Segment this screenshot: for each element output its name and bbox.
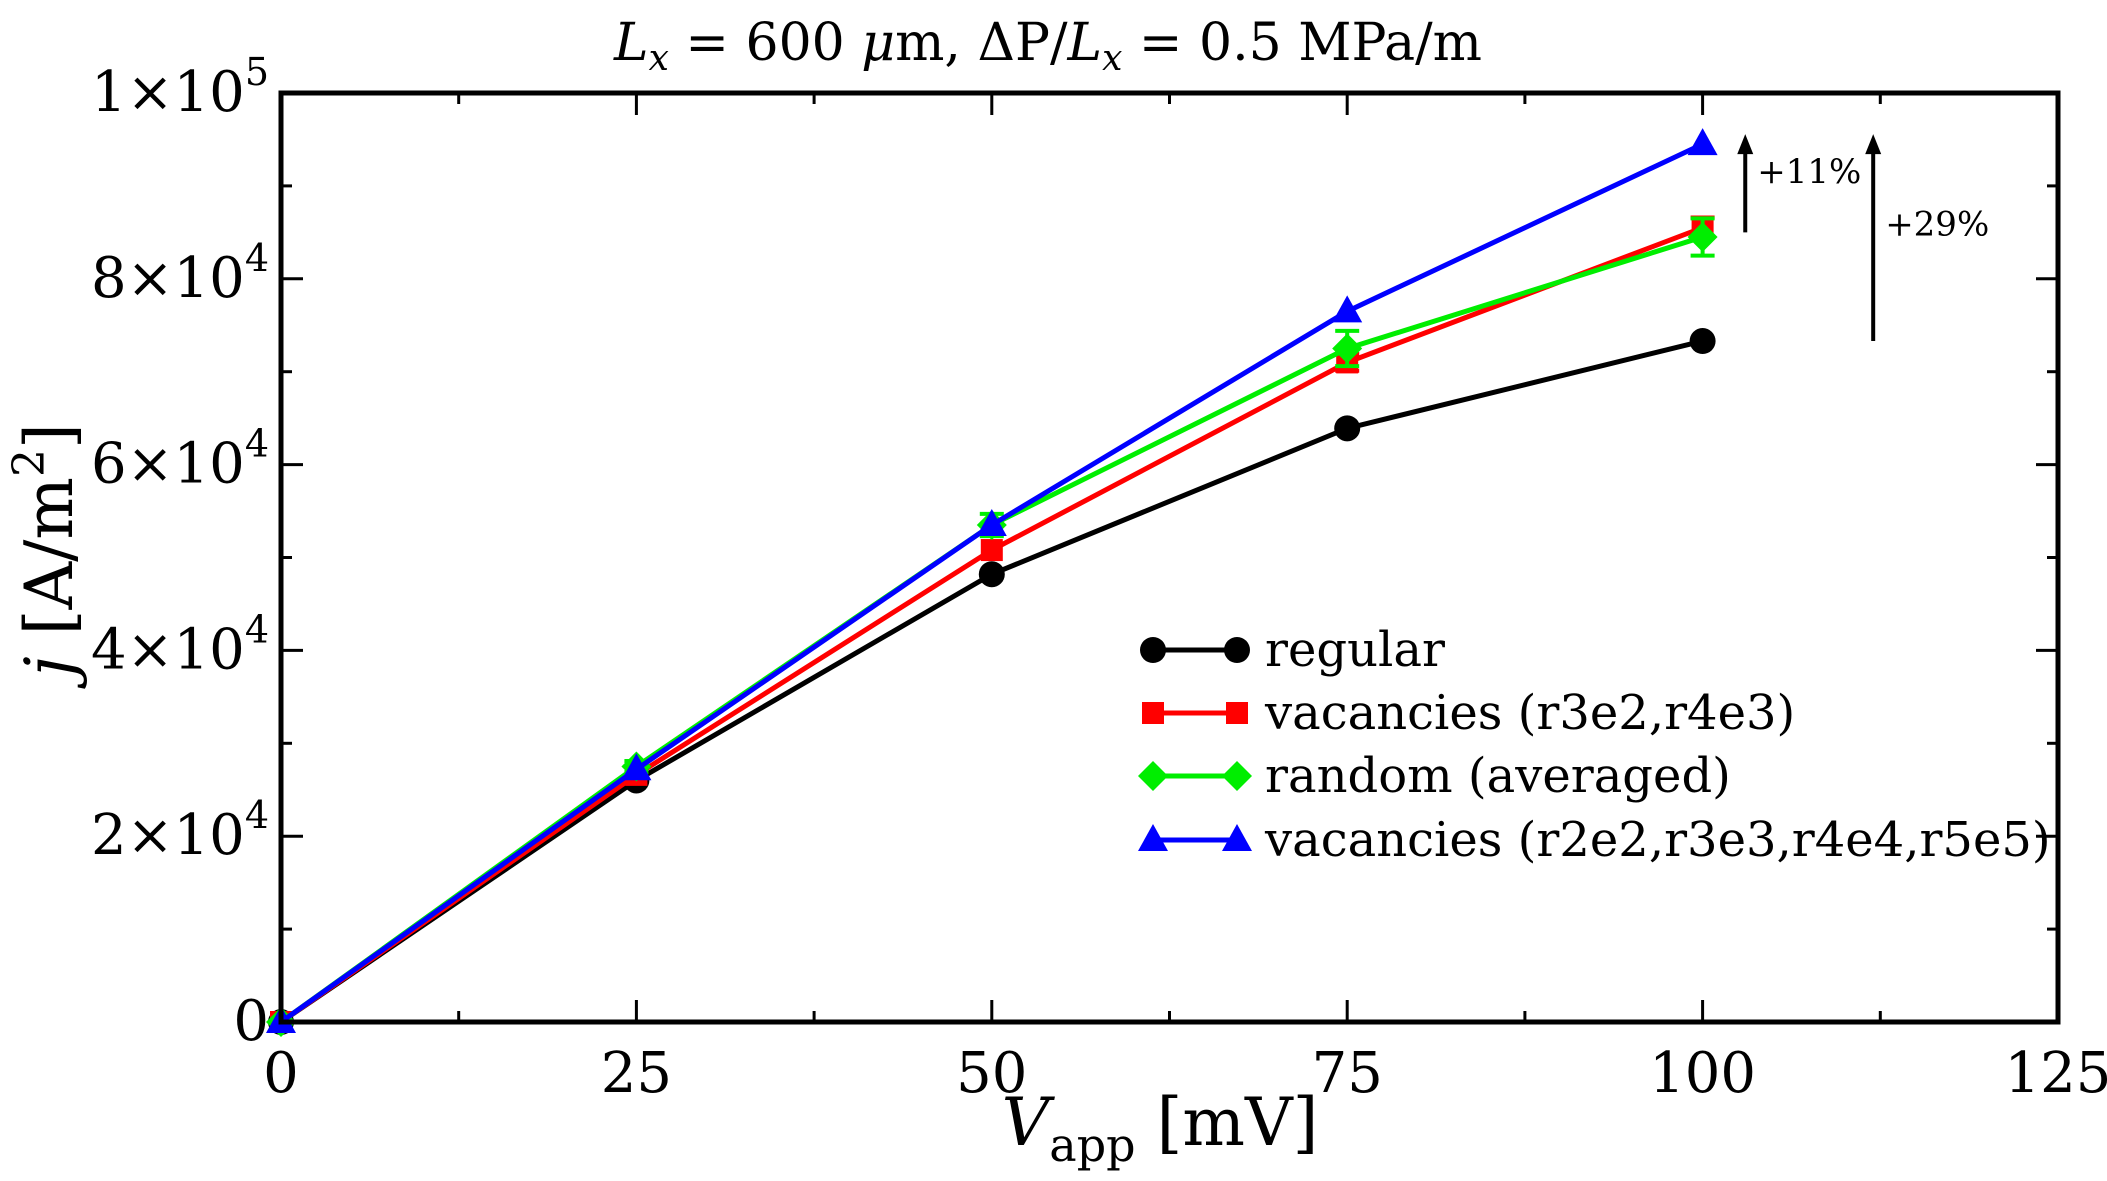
y-tick-label: 4×104: [91, 607, 269, 682]
legend-label: vacancies (r3e2,r4e3): [1264, 685, 1795, 741]
series-line: [279, 234, 1704, 1025]
legend-marker: [1142, 702, 1164, 724]
legend-marker: [1222, 761, 1252, 791]
data-point: [1332, 295, 1363, 323]
y-tick-label: 0: [233, 989, 269, 1054]
legend-marker: [1222, 824, 1252, 851]
series-line: [279, 338, 1704, 1025]
data-point: [980, 539, 1003, 562]
annotation-label: +11%: [1757, 152, 1861, 192]
legend-label: vacancies (r2e2,r3e3,r4e4,r5e5): [1264, 812, 2051, 868]
data-point: [1687, 128, 1718, 156]
series-layer: [266, 128, 1718, 1037]
x-tick-label: 75: [1312, 1041, 1383, 1106]
x-axis-label: Vapp [mV]: [1002, 1084, 1319, 1172]
series-circle: [268, 328, 1716, 1035]
plot-frame: [278, 90, 2061, 1025]
annotation-layer: +11% +29%: [1737, 134, 1989, 342]
x-tick-label: 50: [956, 1041, 1027, 1106]
series-line: [279, 225, 1704, 1025]
x-tick-label: 100: [1649, 1041, 1756, 1106]
series-diamond: [266, 216, 1718, 1037]
data-point: [1332, 333, 1363, 364]
data-point: [978, 561, 1005, 588]
tick-layer: 0 25 50 75 100 125 0 2×104 4×104 6×104 8×104 1×105: [91, 50, 2107, 1106]
x-tick-label: 25: [601, 1041, 672, 1106]
annotation-arrow-head: [1865, 134, 1882, 155]
x-tick-label: 125: [2005, 1041, 2107, 1106]
legend-marker: [1138, 824, 1168, 851]
data-point: [1334, 415, 1361, 442]
annotation-arrow-head: [1737, 134, 1754, 155]
y-tick-label: 1×105: [91, 50, 269, 125]
legend-marker: [1226, 702, 1248, 724]
legend-item: random (averaged): [1138, 748, 1731, 804]
data-point: [1687, 221, 1718, 252]
y-tick-label: 2×104: [91, 793, 269, 868]
legend-item: vacancies (r3e2,r4e3): [1142, 685, 1795, 741]
data-point: [1689, 328, 1716, 355]
legend-marker: [1138, 761, 1168, 791]
legend-item: vacancies (r2e2,r3e3,r4e4,r5e5): [1138, 812, 2051, 868]
legend-marker: [1140, 637, 1166, 663]
annotation-label: +29%: [1885, 205, 1989, 245]
legend: regular vacancies (r3e2,r4e3) random (aver…: [1138, 622, 2051, 868]
legend-marker: [1224, 637, 1250, 663]
legend-label: regular: [1265, 622, 1445, 678]
chart-title: Lx = 600 μm, ΔP/Lx = 0.5 MPa/m: [613, 13, 1482, 79]
legend-label: random (averaged): [1265, 748, 1731, 804]
y-axis-label: j [A/m2]: [4, 423, 88, 689]
data-point: [976, 508, 1007, 536]
series-square: [270, 215, 1715, 1033]
legend-item: regular: [1140, 622, 1445, 678]
data-point: [621, 753, 652, 781]
y-tick-label: 8×104: [91, 236, 269, 311]
y-tick-label: 6×104: [91, 422, 269, 497]
x-tick-label: 0: [263, 1041, 299, 1106]
